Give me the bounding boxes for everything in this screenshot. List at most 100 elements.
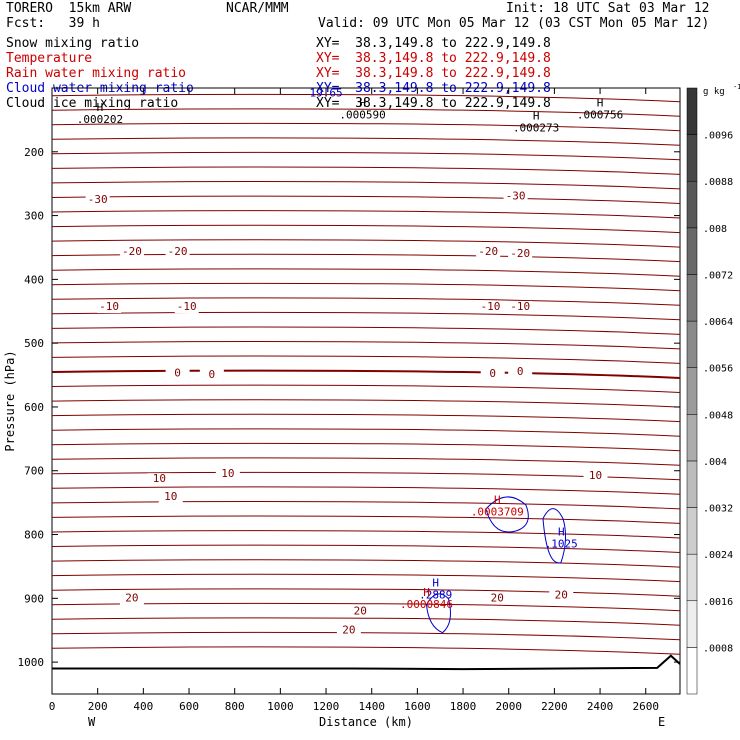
- colorbar-segment: [686, 320, 698, 368]
- isotherm-line: [51, 297, 681, 306]
- isotherm-line: [51, 573, 681, 583]
- temperature-contour-label: -20: [510, 247, 530, 260]
- y-tick-label: 400: [24, 273, 44, 286]
- isotherm-line: [51, 631, 681, 641]
- temperature-contour-label: -30: [88, 193, 108, 206]
- contour-label-bg: [485, 592, 510, 605]
- extremum-value: .0000846: [400, 598, 453, 611]
- contour-label-bg: [476, 246, 501, 259]
- colorbar-segment: [686, 367, 698, 415]
- isotherm-line: [51, 268, 681, 277]
- x-tick-label: 600: [179, 700, 199, 713]
- colorbar-tick-label: .0096: [703, 131, 733, 142]
- isotherm-line: [51, 457, 681, 466]
- colorbar-segment: [686, 180, 698, 229]
- x-end-label-west: W: [88, 715, 96, 729]
- extremum-value: .000756: [577, 109, 623, 122]
- colorbar-segment: [686, 274, 698, 322]
- isotherm-line: [51, 501, 681, 510]
- extremum-marker: H: [494, 493, 501, 506]
- y-tick-label: 800: [24, 529, 44, 542]
- x-tick-label: 1200: [313, 700, 340, 713]
- temperature-contour-label: 20: [342, 623, 355, 636]
- extremum-marker: H: [558, 525, 565, 538]
- isotherm-line: [51, 428, 681, 437]
- temperature-contour-label: 0: [209, 368, 216, 381]
- colorbar-tick-label: .0008: [703, 643, 733, 654]
- field-name-1: Temperature: [6, 51, 93, 66]
- isotherm-line: [51, 384, 681, 393]
- contour-label-bg: [508, 366, 533, 379]
- colorbar-segment: [686, 227, 698, 275]
- colorbar-segment: [686, 600, 698, 648]
- isotherm-line: [51, 122, 681, 132]
- extremum-marker: H: [533, 109, 540, 122]
- field-xy-1: XY= 38.3,149.8 to 222.9,149.8: [316, 51, 551, 66]
- y-tick-label: 200: [24, 146, 44, 159]
- isotherm-line: [51, 282, 681, 292]
- isotherm-line: [51, 341, 681, 350]
- extremum-value: .1025: [545, 537, 578, 550]
- x-tick-label: 1800: [450, 700, 477, 713]
- field-name-3: Cloud water mixing ratio: [6, 81, 194, 96]
- extremum-value: .000273: [513, 121, 559, 134]
- colorbar-segment: [686, 460, 698, 508]
- contour-label-bg: [480, 367, 505, 380]
- colorbar-tick-label: .0016: [703, 597, 733, 608]
- x-tick-label: 400: [133, 700, 153, 713]
- colorbar-tick-label: .0048: [703, 410, 733, 421]
- colorbar-tick-label: .0024: [703, 550, 733, 561]
- isotherm-line: [51, 646, 681, 655]
- extremum-value: .000202: [77, 113, 123, 126]
- isotherm-line: [51, 559, 681, 568]
- terrain-line: [52, 654, 681, 671]
- y-tick-label: 500: [24, 337, 44, 350]
- y-tick-label: 900: [24, 592, 44, 605]
- cloud-water-contour: [542, 508, 567, 564]
- colorbar-segment: [686, 507, 698, 555]
- colorbar-tick-label: .0064: [703, 317, 733, 328]
- contour-label-bg: [478, 300, 503, 313]
- extremum-value: .0003709: [471, 505, 524, 518]
- contour-label-bg: [97, 300, 122, 313]
- colorbar-tick-label: .004: [703, 457, 727, 468]
- isotherm-line: [51, 166, 681, 175]
- x-tick-label: 800: [225, 700, 245, 713]
- temperature-contour-label: 20: [491, 592, 504, 605]
- isotherm-line: [51, 486, 681, 495]
- x-tick-label: 1400: [358, 700, 385, 713]
- extremum-marker: H: [597, 97, 604, 110]
- x-tick-label: 2600: [632, 700, 659, 713]
- isotherm-line: [51, 369, 681, 379]
- colorbar-segment: [686, 647, 698, 695]
- field-name-4: Cloud ice mixing ratio: [6, 96, 179, 111]
- field-xy-0: XY= 38.3,149.8 to 222.9,149.8: [316, 36, 551, 51]
- valid-time: Valid: 09 UTC Mon 05 Mar 12 (03 CST Mon …: [318, 16, 710, 31]
- contour-label-bg: [147, 473, 172, 486]
- isotherm-line: [51, 399, 681, 408]
- colorbar-segment: [686, 414, 698, 462]
- x-tick-label: 2400: [587, 700, 614, 713]
- isotherm-line: [51, 181, 681, 190]
- temperature-contour-label: 20: [555, 588, 568, 601]
- temperature-contour-label: 20: [125, 592, 138, 605]
- isotherm-line: [51, 137, 681, 146]
- isotherm-line: [51, 413, 681, 423]
- isotherm-line: [51, 442, 681, 452]
- colorbar-segment: [686, 87, 698, 135]
- isotherm-line: [51, 544, 681, 553]
- temperature-contour-label: -10: [481, 300, 501, 313]
- field-xy-4: XY= 38.3,149.8 to 222.9,149.8: [316, 96, 551, 111]
- x-tick-label: 200: [88, 700, 108, 713]
- temperature-contour-label: 10: [221, 467, 234, 480]
- colorbar-tick-label: .0032: [703, 504, 733, 515]
- x-axis-label: Distance (km): [319, 715, 413, 729]
- contour-label-bg: [583, 470, 608, 483]
- colorbar-tick-label: .008: [703, 224, 727, 235]
- isotherm-line: [51, 515, 681, 524]
- contour-label-bg: [508, 248, 533, 261]
- x-tick-label: 2200: [541, 700, 568, 713]
- colorbar-tick-label: .0072: [703, 270, 733, 281]
- isotherm-line: [51, 617, 681, 626]
